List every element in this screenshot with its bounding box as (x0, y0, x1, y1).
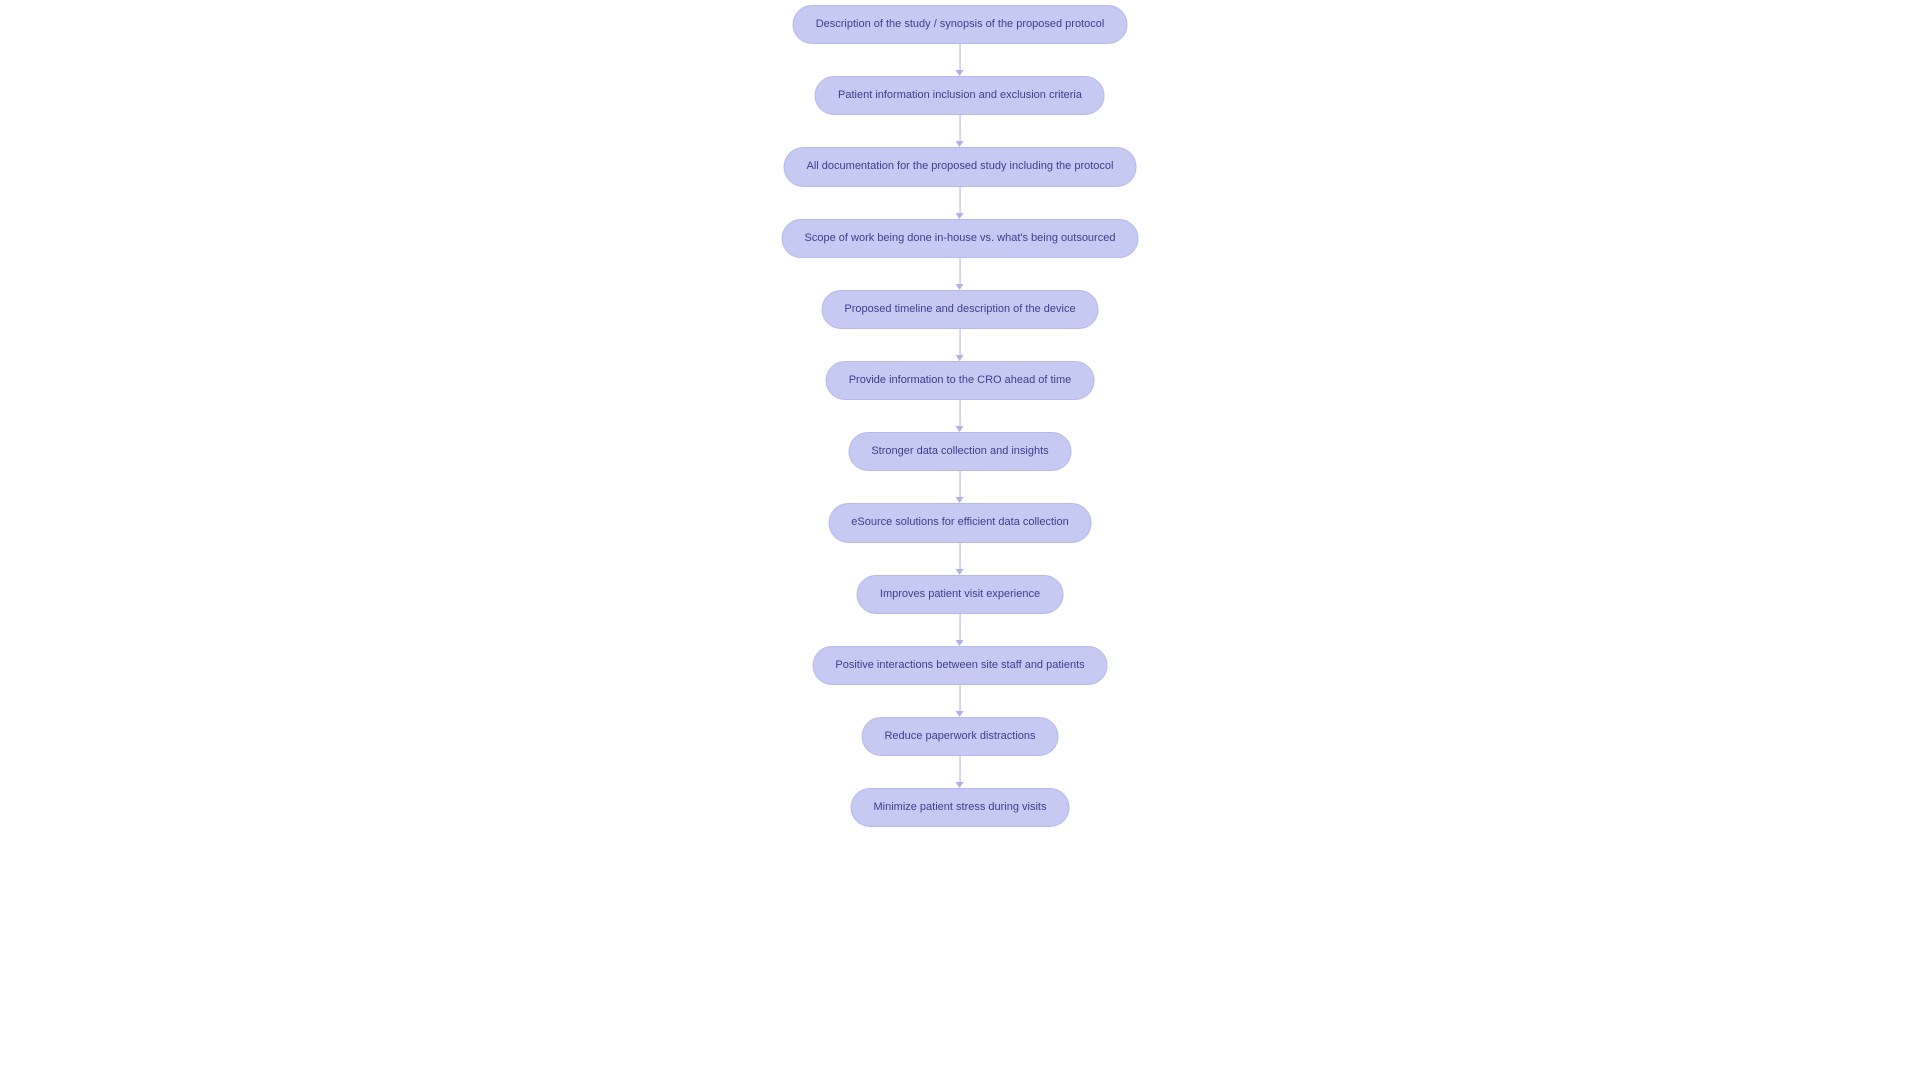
connector-line (960, 44, 961, 70)
flow-connector (956, 756, 964, 788)
arrowhead-down-icon (956, 569, 964, 575)
flow-node: eSource solutions for efficient data col… (828, 503, 1091, 542)
flow-connector (956, 614, 964, 646)
connector-line (960, 756, 961, 782)
connector-line (960, 685, 961, 711)
flow-connector (956, 187, 964, 219)
connector-line (960, 471, 961, 497)
flow-node: Positive interactions between site staff… (812, 646, 1107, 685)
flow-node: Proposed timeline and description of the… (821, 290, 1098, 329)
arrowhead-down-icon (956, 284, 964, 290)
flow-connector (956, 400, 964, 432)
flow-connector (956, 685, 964, 717)
connector-line (960, 543, 961, 569)
flow-connector (956, 329, 964, 361)
flow-node: Minimize patient stress during visits (850, 788, 1069, 827)
connector-line (960, 614, 961, 640)
flow-connector (956, 44, 964, 76)
flow-node: Description of the study / synopsis of t… (793, 5, 1128, 44)
arrowhead-down-icon (956, 711, 964, 717)
diagram-canvas: Description of the study / synopsis of t… (0, 0, 1920, 1080)
flow-connector (956, 543, 964, 575)
flow-node: Patient information inclusion and exclus… (815, 76, 1105, 115)
flow-connector (956, 115, 964, 147)
arrowhead-down-icon (956, 213, 964, 219)
flow-node: All documentation for the proposed study… (784, 147, 1137, 186)
flow-node: Improves patient visit experience (857, 575, 1063, 614)
flow-node: Stronger data collection and insights (848, 432, 1071, 471)
flow-node: Provide information to the CRO ahead of … (826, 361, 1095, 400)
connector-line (960, 258, 961, 284)
flowchart-container: Description of the study / synopsis of t… (782, 5, 1139, 827)
connector-line (960, 115, 961, 141)
flow-connector (956, 258, 964, 290)
arrowhead-down-icon (956, 640, 964, 646)
flow-node: Reduce paperwork distractions (861, 717, 1058, 756)
connector-line (960, 329, 961, 355)
flow-connector (956, 471, 964, 503)
flow-node: Scope of work being done in-house vs. wh… (782, 219, 1139, 258)
connector-line (960, 400, 961, 426)
connector-line (960, 187, 961, 213)
